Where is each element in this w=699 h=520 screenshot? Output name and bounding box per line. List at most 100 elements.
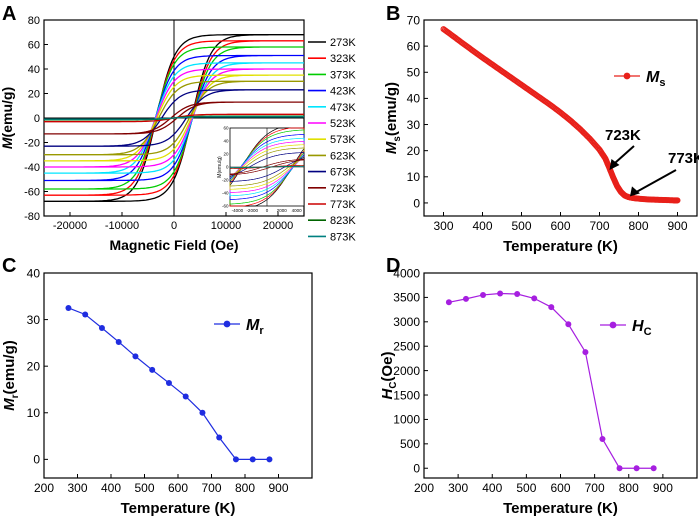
ms-point xyxy=(674,197,681,204)
panel-d-hc: 200 300 400 500 600 700 800 900 0 500 1000 1500 2000… xyxy=(379,266,698,517)
panel-d-xtick-label: 800 xyxy=(619,481,639,495)
panel-a-xlabel: Magnetic Field (Oe) xyxy=(109,237,238,253)
hysteresis-loop-673K xyxy=(44,89,304,147)
panel-b-ytick-label: 0 xyxy=(413,196,420,210)
legend-label-373K: 373K xyxy=(330,69,356,81)
legend-label-273K: 273K xyxy=(330,37,356,49)
panel-b-legend-text: Ms xyxy=(646,69,665,89)
panel-d-xtick-label: 400 xyxy=(482,481,502,495)
panel-b-ms: 300 400 500 600 700 800 900 0 10 20 30 40 50 60 70 Temp… xyxy=(383,13,699,255)
hysteresis-loop-723K xyxy=(44,101,304,135)
legend-label-773K: 773K xyxy=(330,199,356,211)
panel-d-xtick-label: 600 xyxy=(550,481,570,495)
panel-d-ytick-label: 2500 xyxy=(393,340,420,354)
inset-xtick-label: 4000 xyxy=(292,208,303,213)
panel-a-ytick-label: -80 xyxy=(24,211,40,223)
legend-label-423K: 423K xyxy=(330,86,356,98)
panel-d-ytick-label: 4000 xyxy=(393,266,420,280)
panel-c-xtick-label: 800 xyxy=(235,481,255,495)
panel-a-ytick-label: 0 xyxy=(34,113,40,125)
panel-label-d: D xyxy=(386,255,400,277)
panel-b-xtick-label: 500 xyxy=(511,219,531,233)
panel-c-xtick-label: 700 xyxy=(201,481,221,495)
inset-xtick-label: 0 xyxy=(266,208,269,213)
panel-d-point xyxy=(548,304,555,311)
panel-label-b: B xyxy=(386,3,400,25)
panel-c-legend-marker xyxy=(223,320,231,328)
panel-a-xtick-label: -20000 xyxy=(53,220,87,232)
hysteresis-loop-423K xyxy=(44,54,304,182)
inset-loop-723K xyxy=(229,158,305,176)
panel-c-xtick-label: 300 xyxy=(67,481,87,495)
panel-d-xtick-label: 300 xyxy=(448,481,468,495)
panel-d-point xyxy=(480,291,487,298)
panel-d-point xyxy=(445,299,452,306)
panel-a-ytick-label: -20 xyxy=(24,137,40,149)
panel-a-xtick-label: -10000 xyxy=(105,220,139,232)
inset-ytick-label: -20 xyxy=(222,178,229,183)
panel-d-point xyxy=(531,295,538,302)
panel-b-ytick-label: 30 xyxy=(407,118,421,132)
panel-b-xtick-label: 800 xyxy=(628,219,648,233)
inset-ytick-label: 60 xyxy=(223,126,229,131)
panel-b-xtick-label: 900 xyxy=(667,219,687,233)
panel-d-ytick-label: 500 xyxy=(400,437,420,451)
panel-c-point xyxy=(98,324,105,331)
panel-d-frame xyxy=(423,272,698,479)
inset-loop-673K xyxy=(229,152,305,182)
panel-d-point xyxy=(514,290,521,297)
legend-label-523K: 523K xyxy=(330,118,356,130)
inset-ytick-label: 0 xyxy=(226,165,229,170)
panel-c-ytick-label: 40 xyxy=(27,266,41,280)
panel-b-xtick-label: 600 xyxy=(550,219,570,233)
panel-a-ytick-label: 60 xyxy=(28,39,40,51)
annotation-773k: 773K xyxy=(668,150,699,167)
inset-loop-873K xyxy=(230,166,304,168)
panel-d-ytick-label: 0 xyxy=(413,462,420,476)
panel-b-xlabel: Temperature (K) xyxy=(503,238,618,255)
panel-d-xtick-label: 500 xyxy=(516,481,536,495)
panel-d-ytick-label: 1500 xyxy=(393,388,420,402)
inset-xtick-label: -4000 xyxy=(232,208,244,213)
panel-d-legend-marker xyxy=(609,321,617,329)
panel-c-ytick-label: 10 xyxy=(27,406,41,420)
annotation-723k-arrowhead xyxy=(609,158,620,170)
panel-d-xtick-label: 200 xyxy=(414,481,434,495)
panel-c-ylabel: Mr(emu/g) xyxy=(1,340,21,410)
panel-b-xtick-label: 300 xyxy=(433,219,453,233)
hysteresis-loop-623K xyxy=(44,80,304,156)
panel-c-point xyxy=(216,434,223,441)
panel-d-ytick-label: 3500 xyxy=(393,291,420,305)
legend-label-673K: 673K xyxy=(330,167,356,179)
panel-a-ytick-label: -40 xyxy=(24,162,40,174)
panel-c-mr: 200 300 400 500 600 700 800 900 0 10 20 30 40 Tempera… xyxy=(1,266,313,517)
panel-a-ytick-label: 20 xyxy=(28,88,40,100)
hysteresis-loop-573K xyxy=(44,74,304,162)
legend-label-823K: 823K xyxy=(330,215,356,227)
panel-d-ytick-label: 1000 xyxy=(393,413,420,427)
panel-b-legend-marker xyxy=(623,72,631,80)
panel-c-point xyxy=(232,456,239,463)
panel-b-ytick-label: 60 xyxy=(407,39,421,53)
panel-b-xtick-label: 700 xyxy=(589,219,609,233)
inset-ylabel: M(emu/g) xyxy=(217,156,223,178)
panel-b-ytick-label: 20 xyxy=(407,144,421,158)
inset-xtick-label: -2000 xyxy=(246,208,258,213)
panel-d-ytick-label: 2000 xyxy=(393,364,420,378)
panel-a-xtick-label: 0 xyxy=(171,220,177,232)
inset-ytick-label: 40 xyxy=(223,139,229,144)
inset-ytick-label: -40 xyxy=(222,191,229,196)
legend-label-323K: 323K xyxy=(330,53,356,65)
panel-b-xtick-label: 400 xyxy=(472,219,492,233)
panel-c-xtick-label: 400 xyxy=(101,481,121,495)
panel-c-point xyxy=(132,353,139,360)
inset-ytick-label: 20 xyxy=(223,152,229,157)
panel-d-xtick-label: 900 xyxy=(653,481,673,495)
legend-label-723K: 723K xyxy=(330,183,356,195)
panel-c-point xyxy=(266,456,273,463)
panel-a-hysteresis: -20000 -10000 0 10000 20000-80-60-40-2002040… xyxy=(0,15,356,253)
panel-c-xlabel: Temperature (K) xyxy=(121,500,236,517)
inset-loop-773K xyxy=(230,164,304,170)
panel-c-xtick-label: 600 xyxy=(168,481,188,495)
